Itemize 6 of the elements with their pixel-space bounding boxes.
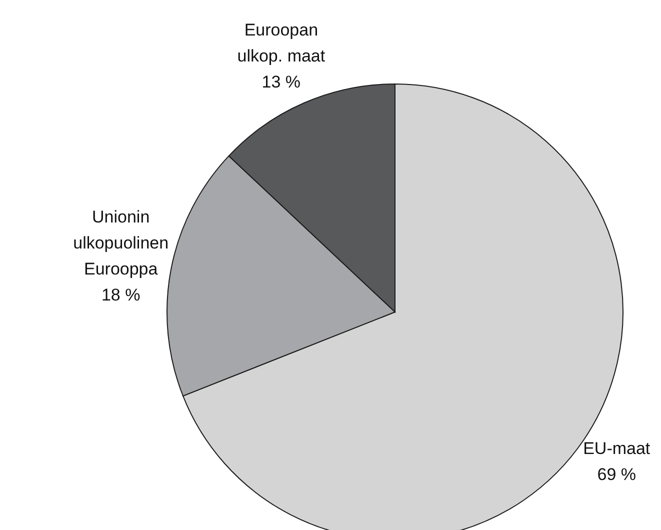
- slice-label: Unionin ulkopuolinen Eurooppa: [73, 207, 169, 278]
- data-label: 18 %: [101, 285, 140, 304]
- slice-label: Euroopan ulkop. maat: [237, 20, 326, 66]
- data-label: 69 %: [597, 464, 636, 484]
- slice-label: EU-maat: [583, 438, 650, 458]
- data-label: 13 %: [262, 72, 301, 92]
